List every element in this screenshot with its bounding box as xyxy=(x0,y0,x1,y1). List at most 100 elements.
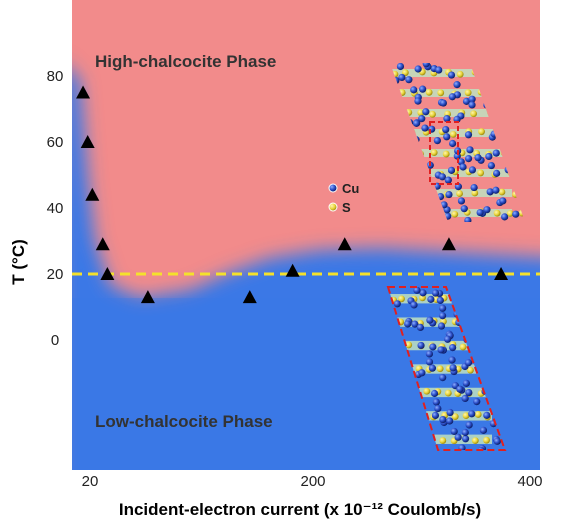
copper-atom xyxy=(418,115,426,123)
sulfur-atom xyxy=(430,149,438,157)
copper-atom xyxy=(437,322,446,330)
x-tick-label: 400 xyxy=(517,473,542,490)
sulfur-atom xyxy=(483,436,490,444)
copper-atom xyxy=(429,343,437,351)
copper-atom xyxy=(425,358,434,366)
copper-atom xyxy=(465,388,473,397)
copper-atom xyxy=(432,289,440,297)
copper-atom xyxy=(439,415,447,424)
x-axis-label: Incident-electron current (x 10⁻¹² Coulo… xyxy=(119,500,481,519)
copper-atom xyxy=(476,208,484,217)
copper-atom xyxy=(464,216,472,222)
high-phase-label: High-chalcocite Phase xyxy=(95,52,276,71)
copper-atom xyxy=(447,71,456,79)
copper-atom xyxy=(464,154,473,163)
legend-s-marker xyxy=(328,202,338,212)
copper-atom xyxy=(444,335,452,343)
copper-atom xyxy=(419,289,427,297)
copper-atom xyxy=(461,394,469,402)
copper-atom xyxy=(416,323,425,331)
sulfur-atom xyxy=(467,366,474,374)
y-axis-label: T (°C) xyxy=(9,239,28,285)
legend-cu-label: Cu xyxy=(342,181,359,196)
copper-atom xyxy=(462,379,470,387)
copper-atom xyxy=(442,125,450,134)
copper-atom xyxy=(436,296,444,304)
sulfur-atom xyxy=(464,89,472,97)
y-tick-label: 20 xyxy=(47,266,64,283)
copper-atom xyxy=(445,190,453,199)
copper-atom xyxy=(461,435,470,443)
sulfur-atom xyxy=(449,130,457,138)
y-tick-label: 60 xyxy=(47,134,64,151)
sulfur-atom xyxy=(405,341,413,349)
sulfur-atom xyxy=(425,88,433,96)
copper-atom xyxy=(422,63,430,68)
copper-atom xyxy=(457,197,466,205)
sulfur-atom xyxy=(423,387,431,395)
atom-layer-band xyxy=(390,149,512,157)
data-points xyxy=(76,85,509,304)
copper-atom xyxy=(485,152,493,161)
x-axis: 20 200 400 Incident-electron current (x … xyxy=(82,473,543,519)
copper-atom xyxy=(435,66,443,74)
copper-atom xyxy=(428,364,437,372)
atom-layer-band xyxy=(390,209,512,217)
copper-atom xyxy=(438,312,447,320)
sulfur-atom xyxy=(471,437,479,444)
copper-atom xyxy=(426,316,434,324)
copper-atom xyxy=(512,210,520,218)
copper-atom xyxy=(479,426,488,434)
copper-atom xyxy=(410,86,418,94)
sulfur-atom xyxy=(437,89,445,97)
copper-atom xyxy=(431,411,440,419)
data-point-triangle xyxy=(140,290,155,304)
copper-atom xyxy=(448,93,456,101)
copper-atom xyxy=(468,166,477,174)
x-tick-label: 200 xyxy=(300,473,325,490)
copper-atom xyxy=(454,433,462,441)
unit-cell-outline xyxy=(429,121,459,185)
copper-atom xyxy=(405,76,413,84)
copper-atom xyxy=(468,95,476,103)
legend-cu-marker xyxy=(328,183,338,193)
data-point-triangle xyxy=(100,267,115,280)
copper-atom xyxy=(492,186,500,194)
sulfur-atom xyxy=(462,412,470,420)
copper-atom xyxy=(487,161,495,170)
copper-atom xyxy=(446,417,454,425)
sulfur-atom xyxy=(471,189,479,197)
copper-atom xyxy=(461,428,469,437)
atom-legend: Cu S xyxy=(328,181,359,215)
copper-atom xyxy=(443,133,451,141)
sulfur-atom xyxy=(477,169,485,177)
copper-atom xyxy=(449,139,457,148)
y-tick-label: 0 xyxy=(51,332,59,349)
atom-layer-band xyxy=(388,411,492,421)
copper-atom xyxy=(449,343,457,352)
copper-atom xyxy=(421,124,429,132)
copper-atom xyxy=(432,398,440,406)
copper-atom xyxy=(456,385,464,393)
copper-atom xyxy=(410,301,418,309)
y-tick-label: 80 xyxy=(47,68,64,85)
y-tick-label: 40 xyxy=(47,200,64,217)
copper-atom xyxy=(501,213,509,221)
sulfur-atom xyxy=(451,210,459,218)
copper-atom xyxy=(444,176,452,184)
sulfur-atom xyxy=(470,110,478,118)
sulfur-atom xyxy=(498,188,506,196)
legend-s-label: S xyxy=(342,200,351,215)
copper-atom xyxy=(412,119,421,127)
sulfur-atom xyxy=(442,150,450,158)
copper-atom xyxy=(437,346,445,354)
data-point-triangle xyxy=(337,237,352,251)
copper-atom xyxy=(486,188,494,196)
copper-atom xyxy=(446,408,454,417)
copper-atom xyxy=(417,341,425,350)
copper-atom xyxy=(427,295,435,303)
copper-atom xyxy=(422,108,430,116)
x-tick-label: 20 xyxy=(82,473,99,490)
sulfur-atom xyxy=(506,210,514,217)
